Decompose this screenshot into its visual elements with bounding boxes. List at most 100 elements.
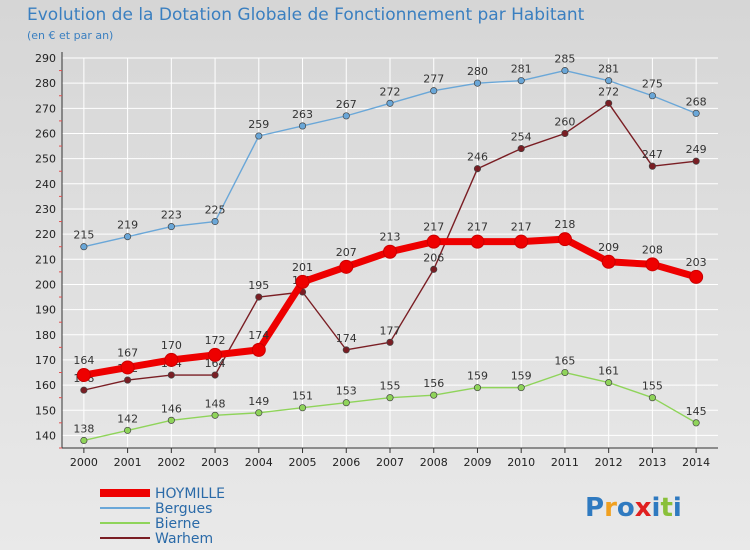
grid — [62, 57, 718, 448]
data-label-bergues: 277 — [423, 73, 444, 86]
data-label-hoymille: 208 — [642, 243, 663, 256]
x-tick-label: 2013 — [638, 456, 666, 469]
data-point-warhem — [692, 157, 700, 165]
series-hoymille: 164 167 170 172 174 201 207 213 217 217 217 218 209 2… — [73, 218, 707, 383]
x-tick-label: 2010 — [507, 456, 535, 469]
data-point-warhem — [430, 265, 438, 273]
data-point-bergues — [648, 92, 656, 100]
data-label-bierne: 145 — [686, 405, 707, 418]
data-point-hoymille — [251, 342, 266, 357]
data-point-bergues — [430, 87, 438, 95]
data-point-hoymille — [645, 257, 660, 272]
data-point-bierne — [342, 399, 350, 407]
chart-title: Evolution de la Dotation Globale de Fonc… — [27, 5, 585, 25]
data-point-bergues — [386, 99, 394, 107]
data-point-warhem — [648, 162, 656, 170]
legend-label-bergues: Bergues — [155, 501, 212, 517]
x-tick-label: 2007 — [376, 456, 404, 469]
data-label-bergues: 285 — [554, 53, 575, 66]
data-label-hoymille: 172 — [205, 334, 226, 347]
data-label-hoymille: 213 — [380, 231, 401, 244]
data-point-bierne — [561, 368, 569, 377]
data-label-warhem: 247 — [642, 148, 663, 161]
data-point-hoymille — [689, 269, 704, 284]
data-label-bergues: 223 — [161, 209, 182, 222]
y-tick-label: 200 — [35, 278, 56, 291]
data-label-warhem: 195 — [248, 279, 269, 292]
series-bierne: 138 142 146 148 149 151 153 155 156 159 159 165 161 1… — [73, 355, 707, 445]
data-point-warhem — [80, 386, 88, 394]
data-label-bergues: 281 — [598, 63, 619, 76]
data-point-hoymille — [470, 234, 485, 249]
x-tick-label: 2009 — [463, 456, 491, 469]
data-point-bergues — [211, 217, 219, 226]
data-point-warhem — [211, 371, 219, 379]
data-point-bierne — [167, 416, 175, 424]
data-label-hoymille: 207 — [336, 246, 357, 259]
x-tick-label: 2002 — [157, 456, 185, 469]
y-tick-label: 270 — [35, 102, 56, 115]
data-label-warhem: 164 — [205, 357, 226, 370]
data-point-hoymille — [601, 254, 616, 269]
data-point-warhem — [605, 99, 613, 107]
data-point-bergues — [255, 132, 263, 140]
x-tick-label: 2004 — [245, 456, 273, 469]
y-tick-label: 210 — [35, 253, 56, 266]
data-point-bierne — [605, 379, 613, 387]
y-tick-label: 160 — [35, 379, 56, 392]
data-label-bierne: 138 — [73, 422, 94, 435]
x-tick-label: 2011 — [551, 456, 579, 469]
data-point-bergues — [692, 109, 700, 117]
data-label-bierne: 155 — [380, 380, 401, 393]
series-layer: 215 219 223 225 259 263 267 272 277 280 281 285 281 2… — [73, 53, 707, 445]
data-point-bierne — [298, 404, 307, 412]
data-label-warhem: 272 — [598, 85, 619, 98]
data-point-warhem — [561, 129, 569, 138]
data-point-bergues — [605, 77, 613, 85]
legend-label-hoymille: HOYMILLE — [155, 486, 225, 502]
data-point-hoymille — [426, 234, 441, 249]
data-point-hoymille — [295, 274, 310, 289]
data-label-warhem: 174 — [336, 332, 357, 345]
data-point-bergues — [561, 67, 569, 75]
data-label-warhem: 254 — [511, 131, 532, 144]
data-point-bierne — [124, 426, 132, 434]
y-tick-label: 140 — [35, 429, 56, 442]
axes: 1401501601701801902002102202302402502602… — [35, 52, 718, 469]
data-point-hoymille — [164, 352, 179, 367]
y-tick-label: 250 — [35, 153, 56, 166]
x-tick-label: 2005 — [289, 456, 317, 469]
data-label-bierne: 151 — [292, 390, 313, 403]
data-label-bierne: 155 — [642, 380, 663, 393]
data-label-bergues: 280 — [467, 65, 488, 78]
data-label-hoymille: 203 — [686, 256, 707, 269]
data-point-warhem — [473, 165, 482, 173]
data-label-bierne: 161 — [598, 365, 619, 378]
data-point-hoymille — [514, 234, 529, 249]
data-point-warhem — [124, 376, 132, 384]
data-point-hoymille — [76, 368, 91, 383]
data-label-bergues: 225 — [205, 204, 226, 217]
data-label-hoymille: 170 — [161, 339, 182, 352]
data-point-hoymille — [208, 347, 223, 362]
data-point-warhem — [167, 371, 175, 379]
data-label-hoymille: 164 — [73, 354, 94, 367]
proxiti-logo: Proxiti — [585, 493, 682, 523]
data-label-bierne: 146 — [161, 402, 182, 415]
legend-label-warhem: Warhem — [155, 531, 213, 547]
data-label-warhem: 260 — [554, 115, 575, 128]
data-point-bierne — [430, 391, 438, 399]
y-tick-label: 260 — [35, 127, 56, 140]
data-point-hoymille — [339, 259, 354, 274]
data-point-hoymille — [557, 232, 572, 247]
data-point-warhem — [255, 293, 263, 301]
data-label-bierne: 159 — [511, 370, 532, 383]
data-label-bergues: 268 — [686, 95, 707, 108]
y-tick-label: 230 — [35, 203, 56, 216]
y-tick-label: 170 — [35, 354, 56, 367]
y-tick-label: 220 — [35, 228, 56, 241]
data-label-bierne: 142 — [117, 412, 138, 425]
legend-label-bierne: Bierne — [155, 516, 200, 532]
data-point-bergues — [80, 243, 88, 251]
